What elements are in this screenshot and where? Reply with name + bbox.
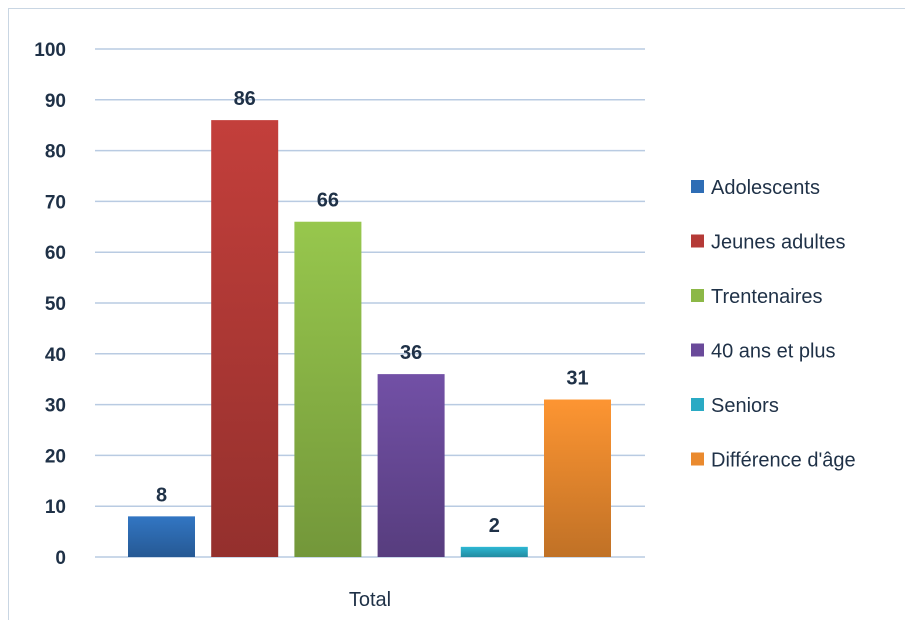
bar-trentenaires xyxy=(294,221,362,557)
data-label: 86 xyxy=(234,88,256,110)
x-axis-categories: Total xyxy=(349,589,391,611)
data-label: 36 xyxy=(400,342,422,364)
legend-label: Jeunes adultes xyxy=(711,232,846,254)
bar-40-ans-et-plus xyxy=(377,374,445,557)
y-tick-label: 20 xyxy=(45,446,66,467)
bar-seniors xyxy=(460,546,528,557)
legend-swatch xyxy=(691,180,704,193)
legend-label: Trentenaires xyxy=(711,286,823,308)
legend-label: Différence d'âge xyxy=(711,450,856,472)
bar-diff-rence-d-ge xyxy=(544,399,611,557)
legend-label: 40 ans et plus xyxy=(711,341,836,363)
legend-label: Seniors xyxy=(711,395,779,417)
y-tick-label: 50 xyxy=(45,294,66,315)
y-tick-label: 30 xyxy=(45,396,66,417)
x-category-label: Total xyxy=(349,589,391,611)
data-labels: 8 86 66 36 2 31 xyxy=(156,88,589,537)
legend-label: Adolescents xyxy=(711,177,820,199)
legend-swatch xyxy=(691,234,704,248)
y-tick-label: 40 xyxy=(45,345,66,366)
legend: Adolescents Jeunes adultes Trentenaires 40 … xyxy=(691,177,856,472)
legend-swatch xyxy=(691,398,704,411)
data-label: 2 xyxy=(489,515,500,537)
y-tick-label: 80 xyxy=(45,142,66,163)
data-label: 66 xyxy=(317,190,339,212)
y-tick-label: 70 xyxy=(45,192,66,213)
data-label: 8 xyxy=(156,484,167,506)
bar-adolescents xyxy=(128,516,195,557)
y-tick-label: 100 xyxy=(34,40,66,61)
y-tick-label: 60 xyxy=(45,243,66,264)
legend-swatch xyxy=(691,452,704,466)
legend-swatch xyxy=(691,289,704,302)
y-tick-label: 10 xyxy=(45,497,66,518)
legend-swatch xyxy=(691,343,704,357)
y-tick-label: 90 xyxy=(45,91,66,112)
y-axis-ticks: 0 10 20 30 40 50 60 70 80 90 100 xyxy=(34,40,66,569)
chart-frame xyxy=(8,8,905,620)
y-tick-label: 0 xyxy=(55,548,66,569)
data-label: 31 xyxy=(566,368,588,390)
bars xyxy=(128,120,611,558)
bar-jeunes-adultes xyxy=(211,120,279,558)
